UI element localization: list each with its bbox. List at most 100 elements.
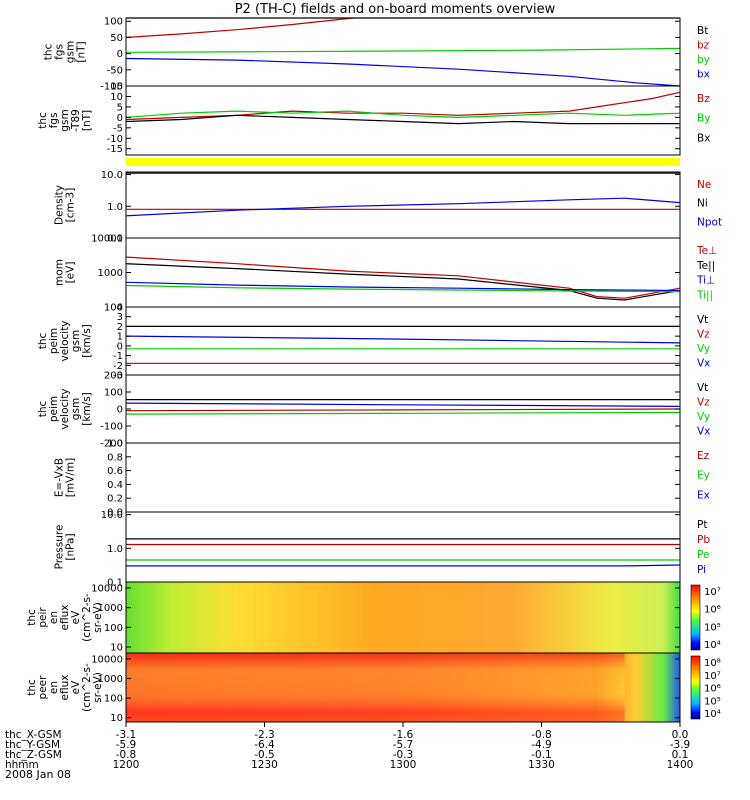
quality-flag-bar xyxy=(126,158,680,166)
ylabel-line: fgs xyxy=(54,44,66,60)
ylabel-line: en xyxy=(48,681,60,694)
spectrogram-band xyxy=(126,653,625,722)
colorbar-tick-label: 10⁷ xyxy=(704,671,721,682)
panel-frame xyxy=(125,442,681,513)
legend-label: bx xyxy=(697,69,710,81)
legend-label: Vt xyxy=(697,314,708,326)
ylabel-line: [km/s] xyxy=(81,392,93,426)
legend-label: Bx xyxy=(697,132,710,144)
figure-title: P2 (TH-C) fields and on-board moments ov… xyxy=(235,2,556,17)
series-line-black xyxy=(125,263,681,301)
ytick-label: 1000 xyxy=(98,603,123,614)
ytick-label: 0.4 xyxy=(107,480,123,491)
ylabel-line: velocity xyxy=(59,388,71,429)
time-axis-value: -0.5 xyxy=(254,749,275,761)
panels: Btbzbybx100500-50-100thcfgsgsm[nT]BzByBx… xyxy=(26,17,722,724)
colorbar-tick-label: 10⁵ xyxy=(704,696,721,707)
series-line-black xyxy=(125,114,680,125)
series-line-red xyxy=(125,17,354,38)
panel-peir_spectrogram: 10⁷ 10⁶ 10⁵ 10⁴ 10000 1000 100 10 thcpeireneflux… xyxy=(26,581,721,654)
ylabel-line: eflux xyxy=(59,605,71,631)
legend-label: Ni xyxy=(697,198,708,210)
ylabel-line: peer xyxy=(37,675,49,700)
ylabel-line: fgs xyxy=(48,113,60,129)
ytick-label: -100 xyxy=(100,422,123,433)
ytick-label: 100 xyxy=(104,17,123,28)
time-axis-row-label: thc_Z-GSM xyxy=(5,749,62,761)
ylabel-line: [mV/m] xyxy=(65,458,77,497)
colorbar-scale xyxy=(690,584,701,651)
series-line-blue xyxy=(125,281,681,292)
series-line-blue xyxy=(125,402,681,407)
ytick-label: -100 xyxy=(100,82,123,93)
time-axis-value: -3.1 xyxy=(116,729,137,741)
ylabel: thcpeirenefluxeV(cm^2-s-sr-eV) xyxy=(26,593,104,642)
ylabel: thcpeimvelocitygsm[km/s] xyxy=(37,388,93,429)
series-line-red xyxy=(125,408,681,412)
ytick-label: 1.0 xyxy=(107,544,123,555)
legend-label: Ti|| xyxy=(696,289,713,301)
time-axis-value: 1300 xyxy=(390,759,417,771)
series-line-green xyxy=(125,284,681,293)
ytick-label: 0 xyxy=(117,49,123,60)
ytick-label: 0 xyxy=(117,113,123,124)
ytick-label: -15 xyxy=(107,144,123,155)
date-label: 2008 Jan 08 xyxy=(5,768,71,781)
time-axis-row-label: thc_Y-GSM xyxy=(5,739,60,751)
ylabel-line: gsm xyxy=(59,109,71,131)
legend-label: Pi xyxy=(697,564,706,576)
ylabel-line: thc xyxy=(43,44,55,61)
series-line-green xyxy=(125,110,681,119)
time-axis-value: -5.9 xyxy=(116,739,137,751)
legend-label: Bt xyxy=(697,25,708,37)
ylabel: thcpeerenefluxeV(cm^2-s-sr-eV) xyxy=(26,663,104,712)
series-line-blue xyxy=(125,197,681,217)
series-line-blue xyxy=(125,57,681,87)
ylabel-line: thc xyxy=(26,679,38,696)
ytick-label: 0.8 xyxy=(107,452,123,463)
ytick-label: 10.0 xyxy=(101,170,123,181)
ylabel-line: Density xyxy=(54,185,66,225)
time-axis-value: -1.6 xyxy=(393,729,414,741)
ylabel-line: mom xyxy=(54,259,66,286)
ytick-label: 2 xyxy=(117,322,123,333)
legend-label: Pb xyxy=(697,534,710,546)
ylabel-line: gsm xyxy=(70,398,82,420)
colorbar-scale xyxy=(690,655,701,720)
ytick-label: -5 xyxy=(113,123,123,134)
ylabel-line: [nT] xyxy=(81,110,93,131)
legend-label: Pt xyxy=(697,519,707,531)
ytick-label: 0 xyxy=(117,341,123,352)
ytick-label: 0.1 xyxy=(107,234,123,245)
colorbar-tick-label: 10⁶ xyxy=(704,605,721,616)
ylabel-line: gsm xyxy=(65,41,77,63)
legend-label: Ey xyxy=(697,470,710,482)
legend-label: Te⊥ xyxy=(696,245,717,257)
ylabel-line: (cm^2-s- xyxy=(81,593,93,642)
ylabel: E=-VxB[mV/m] xyxy=(54,458,77,497)
ytick-label: 10000 xyxy=(91,234,123,245)
ylabel-line: peir xyxy=(37,607,49,628)
time-axis-value: 0.0 xyxy=(672,729,689,741)
legend-label: Vx xyxy=(697,426,710,438)
ytick-label: 1000 xyxy=(98,674,123,685)
ylabel-line: peim xyxy=(48,328,60,354)
ylabel-line: E=-VxB xyxy=(54,458,66,497)
time-axis-value: 1230 xyxy=(251,759,278,771)
time-axis-value: -5.7 xyxy=(393,739,414,751)
ytick-label: 0.6 xyxy=(107,466,123,477)
ylabel-line: velocity xyxy=(59,320,71,361)
legend-label: Ne xyxy=(697,179,711,191)
ytick-label: -200 xyxy=(100,439,123,450)
legend-label: Pe xyxy=(697,549,709,561)
spectrogram-image xyxy=(126,582,680,653)
colorbar-tick-label: 10⁵ xyxy=(704,622,721,633)
time-axis: thc_X-GSM -3.1 -2.3 -1.6 -0.8 0.0 thc_Y-GSM -5.… xyxy=(5,722,693,771)
legend-label: Te|| xyxy=(696,260,715,272)
panel-fgs_gsm: Bt bz by bx 100 50 0 -50 -100 thcfgsgsm[nT] xyxy=(43,17,710,93)
legend-label: By xyxy=(697,113,710,125)
panel-pressure: Pt Pb Pe Pi 10.0 1.0 0.1 Pressure[nPa] xyxy=(54,510,711,588)
